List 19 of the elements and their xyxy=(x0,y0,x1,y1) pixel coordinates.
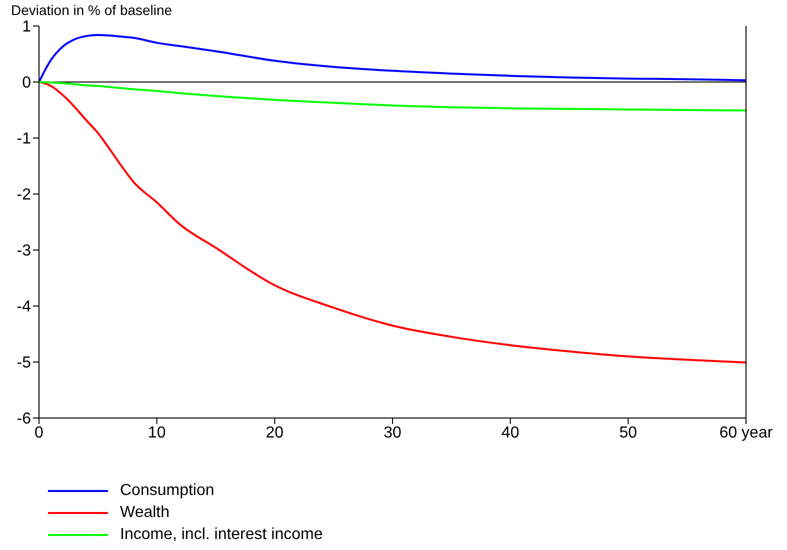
y-tick-label: 1 xyxy=(22,18,32,36)
legend-label: Consumption xyxy=(120,482,214,500)
y-tick-label: -4 xyxy=(16,298,32,316)
x-tick-label: 20 xyxy=(266,424,284,442)
y-tick-label: 0 xyxy=(22,74,32,92)
x-tick-label: 40 xyxy=(501,424,520,442)
y-axis-title: Deviation in % of baseline xyxy=(11,2,172,18)
y-tick-label: -6 xyxy=(16,410,32,428)
y-tick-label: -2 xyxy=(16,186,32,204)
y-tick-label: -5 xyxy=(16,354,32,372)
legend-label: Wealth xyxy=(120,504,170,522)
legend-label: Income, incl. interest income xyxy=(120,526,323,544)
x-tick-label: 30 xyxy=(384,424,402,442)
y-tick-label: -3 xyxy=(16,242,32,260)
x-tick-label: 0 xyxy=(34,424,44,442)
y-tick-label: -1 xyxy=(16,130,32,148)
x-tick-label: 10 xyxy=(148,424,166,442)
x-tick-label: 60 year xyxy=(719,424,774,442)
x-tick-label: 50 xyxy=(619,424,638,442)
